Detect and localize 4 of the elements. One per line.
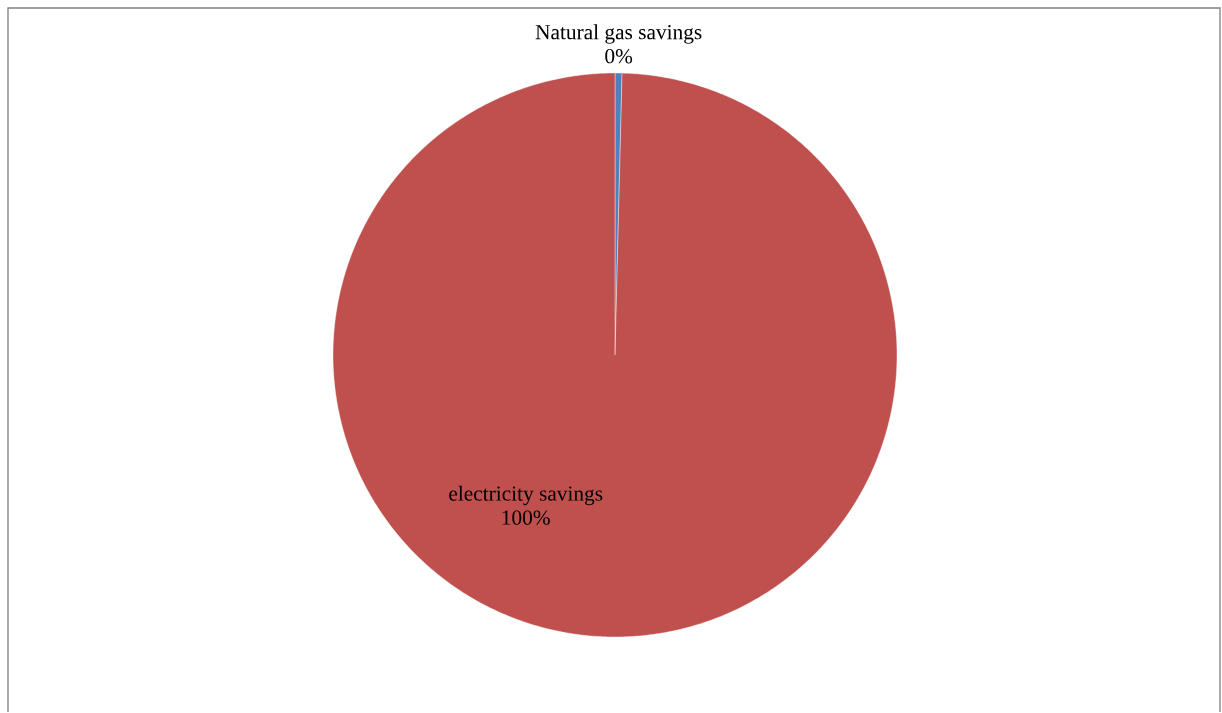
slice-label: Natural gas savings — [535, 24, 702, 44]
data-label: 100% — [502, 510, 550, 525]
slice-label: electricity savings — [449, 485, 603, 506]
data-label: 0% — [605, 49, 633, 64]
